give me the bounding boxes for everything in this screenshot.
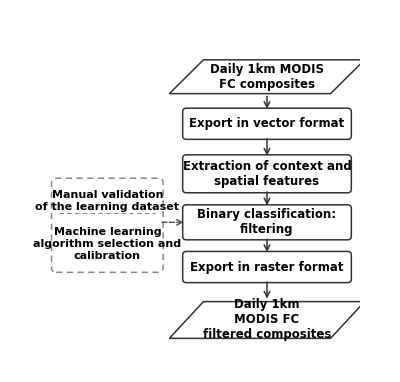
Polygon shape: [169, 302, 365, 338]
Text: Daily 1km MODIS
FC composites: Daily 1km MODIS FC composites: [210, 63, 324, 91]
Polygon shape: [169, 60, 365, 94]
FancyBboxPatch shape: [183, 205, 351, 240]
FancyBboxPatch shape: [183, 108, 351, 139]
Text: Machine learning
algorithm selection and
calibration: Machine learning algorithm selection and…: [33, 227, 182, 261]
Text: Binary classification:
filtering: Binary classification: filtering: [198, 208, 336, 236]
Text: Extraction of context and
spatial features: Extraction of context and spatial featur…: [183, 160, 351, 188]
Text: Manual validation
of the learning dataset: Manual validation of the learning datase…: [35, 190, 179, 212]
Text: Export in raster format: Export in raster format: [190, 261, 344, 274]
FancyBboxPatch shape: [183, 251, 351, 283]
FancyBboxPatch shape: [183, 155, 351, 193]
Text: Export in vector format: Export in vector format: [189, 117, 345, 130]
Text: Daily 1km
MODIS FC
filtered composites: Daily 1km MODIS FC filtered composites: [203, 298, 331, 342]
